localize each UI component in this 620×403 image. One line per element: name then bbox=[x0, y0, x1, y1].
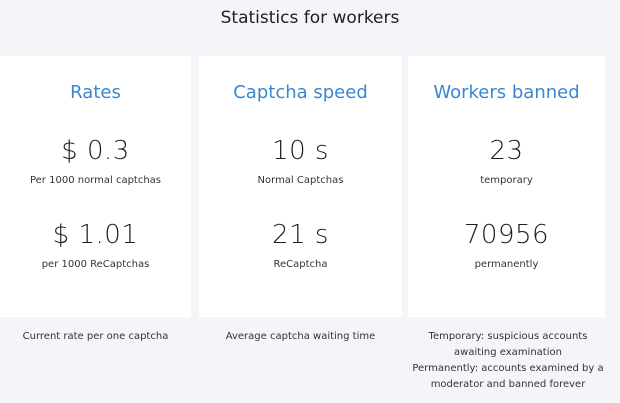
stat-label: per 1000 ReCaptchas bbox=[41, 259, 150, 270]
footnote-line: awaiting examination bbox=[454, 347, 562, 358]
stat-value: $ 1.01 bbox=[52, 220, 139, 250]
stat-label: Normal Captchas bbox=[257, 175, 344, 186]
stat-value: $ 0.3 bbox=[61, 136, 130, 166]
page-title: Statistics for workers bbox=[220, 8, 400, 28]
stat-value: 70956 bbox=[463, 220, 550, 250]
rates-footnote: Current rate per one captcha bbox=[22, 331, 169, 342]
stat-value: 23 bbox=[489, 136, 524, 166]
stat-label: ReCaptcha bbox=[273, 259, 328, 270]
stat-label: Per 1000 normal captchas bbox=[29, 175, 162, 186]
captcha-speed-card: Captcha speed 10 s Normal Captchas 21 s … bbox=[199, 56, 402, 317]
card-heading: Workers banned bbox=[433, 82, 580, 103]
stat-value: 10 s bbox=[272, 136, 329, 166]
footnote-line: moderator and banned forever bbox=[430, 379, 586, 390]
stat-label: permanently bbox=[474, 259, 539, 270]
rates-card: Rates $ 0.3 Per 1000 normal captchas $ 1… bbox=[0, 56, 191, 317]
captcha-speed-footnote: Average captcha waiting time bbox=[225, 331, 376, 342]
footnote-line: Temporary: suspicious accounts bbox=[428, 331, 588, 342]
stat-value: 21 s bbox=[272, 220, 329, 250]
card-heading: Captcha speed bbox=[233, 82, 368, 103]
footnote-line: Permanently: accounts examined by a bbox=[412, 363, 604, 374]
stat-label: temporary bbox=[480, 175, 533, 186]
card-heading: Rates bbox=[70, 82, 121, 103]
workers-banned-footnote: Temporary: suspicious accounts awaiting … bbox=[408, 329, 608, 393]
workers-banned-card: Workers banned 23 temporary 70956 perman… bbox=[408, 56, 605, 317]
